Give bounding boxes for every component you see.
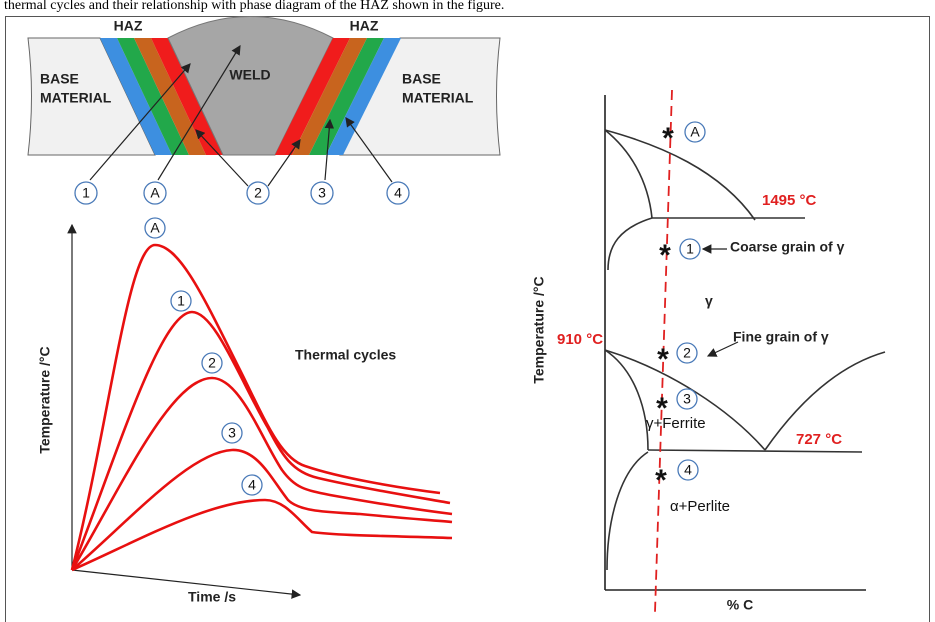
region-label: γ [705,293,713,309]
svg-text:*: * [657,343,669,376]
y-axis-label: Temperature /°C [531,276,547,383]
marker-label: 3 [683,391,691,407]
base-label: BASE [402,71,441,87]
weld-metal [167,16,334,156]
marker-label: 1 [82,185,90,201]
thermal-cycles: A 1 2 3 4 Thermal cycles Temperature /°C… [37,217,453,605]
caption: thermal cycles and their relationship wi… [4,0,504,13]
marker: 1 [170,290,192,312]
marker-label: 4 [684,462,692,478]
haz-band [117,38,189,155]
region-label: α+Perlite [670,498,730,515]
marker: 3 [310,181,334,205]
haz-label: HAZ [350,18,379,34]
marker: 2 [246,181,270,205]
marker: A [144,217,166,239]
region-label: Coarse grain of γ [730,239,845,255]
marker-label: 4 [394,185,402,201]
svg-text:*: * [655,464,667,497]
haz-label: HAZ [114,18,143,34]
chart-title: Thermal cycles [295,347,396,363]
marker-label: A [150,185,160,201]
svg-text:*: * [662,122,674,155]
weld-section: HAZ HAZ BASE MATERIAL BASE MATERIAL WELD… [27,16,501,205]
marker-label: 4 [248,477,256,493]
marker-label: 2 [208,355,216,371]
marker: 2 [676,342,698,364]
marker-label: 3 [228,425,236,441]
haz-band [134,38,206,155]
base-label: MATERIAL [402,90,474,106]
frame [5,16,930,622]
marker-label: A [690,124,700,140]
haz-band [326,38,401,155]
marker-label: 3 [318,185,326,201]
marker: 1 [679,238,701,260]
haz-band [292,38,367,155]
svg-text:*: * [659,239,671,272]
base-plate-right [339,37,501,156]
x-axis-label: % C [727,597,753,613]
marker-label: 2 [254,185,262,201]
marker: 1 [74,181,98,205]
marker-label: 1 [177,293,185,309]
base-label: MATERIAL [40,90,112,106]
region-label: γ+Ferrite [646,415,706,432]
x-axis-label: Time /s [188,589,236,605]
temperature-label: 727 °C [796,431,842,448]
marker-label: 1 [686,241,694,257]
marker: A [684,121,706,143]
phase-diagram: * * * * * A 1 2 3 4 1495 °C 910 °C 727 °C Co… [531,89,886,613]
haz-band [151,38,223,155]
marker-label: A [150,220,160,236]
marker: 4 [241,474,263,496]
y-axis-label: Temperature /°C [37,346,53,453]
base-label: BASE [40,71,79,87]
marker: 4 [677,459,699,481]
marker: A [143,181,167,205]
composition-line [654,89,673,613]
marker: 3 [676,388,698,410]
haz-band [100,38,172,155]
temperature-label: 910 °C [557,331,603,348]
marker-label: 2 [683,345,691,361]
haz-band [275,38,350,155]
temperature-label: 1495 °C [762,192,817,209]
marker: 2 [201,352,223,374]
marker: 3 [221,422,243,444]
marker: 4 [386,181,410,205]
weld-label: WELD [229,67,270,83]
svg-text:*: * [656,392,668,425]
region-label: Fine grain of γ [733,329,829,345]
base-plate-left [27,37,156,156]
